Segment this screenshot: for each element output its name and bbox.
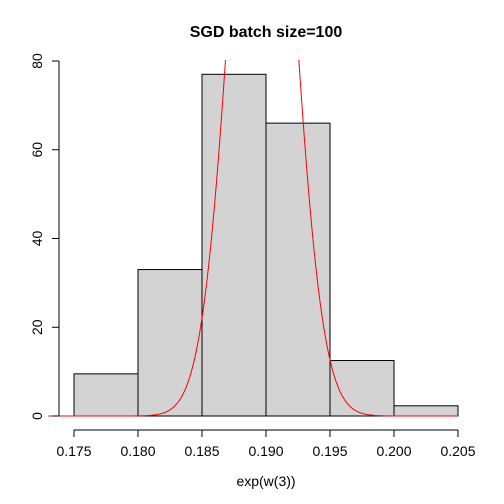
y-axis: 0 20 40 60 80 bbox=[29, 53, 60, 420]
histogram-bar-3 bbox=[265, 122, 331, 417]
x-axis-label: exp(w(3)) bbox=[236, 473, 295, 489]
y-tick-label-4: 80 bbox=[29, 53, 45, 69]
x-tick-label-6: 0.205 bbox=[440, 443, 475, 459]
x-axis: 0.175 0.180 0.185 0.190 0.195 0.200 0.205 bbox=[56, 429, 476, 459]
histogram-bar-4 bbox=[329, 360, 395, 417]
y-tick-label-0: 0 bbox=[29, 412, 45, 420]
x-tick-label-2: 0.185 bbox=[184, 443, 219, 459]
x-tick-label-1: 0.180 bbox=[120, 443, 155, 459]
y-tick-label-3: 60 bbox=[29, 142, 45, 158]
x-tick-label-0: 0.175 bbox=[56, 443, 91, 459]
y-tick-label-1: 20 bbox=[29, 319, 45, 335]
x-tick-label-4: 0.195 bbox=[312, 443, 347, 459]
x-tick-label-5: 0.200 bbox=[376, 443, 411, 459]
density-curve bbox=[48, 60, 458, 417]
histogram-bar-1 bbox=[137, 269, 203, 417]
histogram-bar-2 bbox=[201, 73, 267, 417]
histogram-bars bbox=[73, 73, 459, 417]
histogram-bar-0 bbox=[73, 373, 139, 417]
x-tick-label-3: 0.190 bbox=[248, 443, 283, 459]
y-tick-label-2: 40 bbox=[29, 231, 45, 247]
histogram-bar-5 bbox=[393, 405, 459, 417]
chart-title: SGD batch size=100 bbox=[190, 24, 343, 41]
